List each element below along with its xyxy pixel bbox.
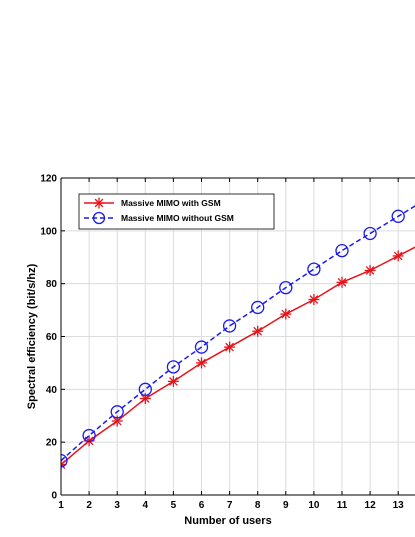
x-tick-label: 10 xyxy=(308,500,320,511)
x-tick-label: 13 xyxy=(393,500,405,511)
y-tick-label: 120 xyxy=(40,174,57,185)
legend-entry-without-gsm: Massive MIMO without GSM xyxy=(84,211,234,225)
x-tick-label: 1 xyxy=(58,500,64,511)
x-axis-label: Number of users xyxy=(184,515,271,527)
data-point-asterisk xyxy=(364,264,376,276)
data-point-circle xyxy=(166,360,181,374)
asterisk-stroke xyxy=(140,394,150,403)
data-point-asterisk xyxy=(224,341,236,353)
data-point-asterisk xyxy=(392,250,404,262)
legend-label-without-gsm: Massive MIMO without GSM xyxy=(121,213,234,223)
y-tick-label: 60 xyxy=(46,332,58,343)
y-tick-label: 0 xyxy=(51,491,57,502)
data-point-asterisk xyxy=(139,393,151,405)
x-tick-label: 9 xyxy=(283,500,289,511)
asterisk-stroke xyxy=(84,436,94,446)
data-point-circle xyxy=(61,454,68,468)
data-point-circle xyxy=(335,243,349,258)
y-tick-label: 80 xyxy=(46,279,58,290)
data-point-circle xyxy=(82,428,96,443)
x-tick-label: 11 xyxy=(337,500,348,511)
y-tick-label: 40 xyxy=(46,385,58,396)
legend: Massive MIMO with GSM Massive MIMO witho… xyxy=(78,193,275,230)
legend-marker-circle-icon xyxy=(92,211,106,225)
data-point-asterisk xyxy=(167,375,179,387)
data-point-asterisk xyxy=(336,276,348,288)
asterisk-stroke xyxy=(169,377,178,386)
y-tick-label: 100 xyxy=(40,226,57,237)
series-with-gsm xyxy=(61,246,415,471)
x-tick-label: 3 xyxy=(114,500,120,511)
series-without-gsm xyxy=(61,205,415,468)
asterisk-stroke xyxy=(393,251,403,261)
axes xyxy=(60,177,415,496)
x-tick-label: 6 xyxy=(199,500,205,511)
data-point-circle xyxy=(222,319,237,333)
x-tick-label: 12 xyxy=(365,500,377,511)
asterisk-stroke xyxy=(225,342,234,352)
x-tick-label: 7 xyxy=(227,500,233,511)
data-point-circle xyxy=(194,340,209,354)
asterisk-stroke xyxy=(94,198,104,208)
legend-marker-asterisk-icon xyxy=(93,197,105,209)
asterisk-stroke xyxy=(365,266,375,275)
x-tick-label: 2 xyxy=(86,500,92,511)
asterisk-stroke xyxy=(61,463,66,469)
asterisk-stroke xyxy=(309,295,319,304)
data-point-circle xyxy=(307,262,321,276)
data-point-circle xyxy=(110,405,124,419)
asterisk-stroke xyxy=(197,358,206,368)
data-point-circle xyxy=(363,226,377,241)
asterisk-stroke xyxy=(253,326,263,336)
legend-asterisk xyxy=(93,197,105,209)
asterisk-stroke xyxy=(281,309,291,319)
data-point-asterisk xyxy=(280,308,292,320)
asterisk-stroke xyxy=(112,416,122,426)
data-point-circle xyxy=(279,280,293,295)
x-tick-label: 4 xyxy=(143,500,149,511)
data-point-asterisk xyxy=(196,357,207,369)
grid xyxy=(61,178,415,495)
y-axis-label: Spectral efficiency (bit/s/hz) xyxy=(26,263,38,409)
asterisk-stroke xyxy=(337,277,347,287)
series-line xyxy=(61,246,415,466)
asterisk-stroke xyxy=(61,460,66,466)
data-point-circle xyxy=(138,382,152,396)
y-tick-label: 20 xyxy=(46,438,58,449)
legend-label-with-gsm: Massive MIMO with GSM xyxy=(121,198,221,208)
data-point-asterisk xyxy=(308,294,320,306)
legend-box xyxy=(78,193,275,230)
x-tick-label: 5 xyxy=(171,500,177,511)
data-point-circle xyxy=(251,300,265,315)
data-point-circle xyxy=(391,209,405,223)
legend-entry-with-gsm: Massive MIMO with GSM xyxy=(84,197,221,209)
data-point-asterisk xyxy=(252,325,264,337)
x-tick-label: 8 xyxy=(255,500,261,511)
series-layer xyxy=(61,205,415,471)
